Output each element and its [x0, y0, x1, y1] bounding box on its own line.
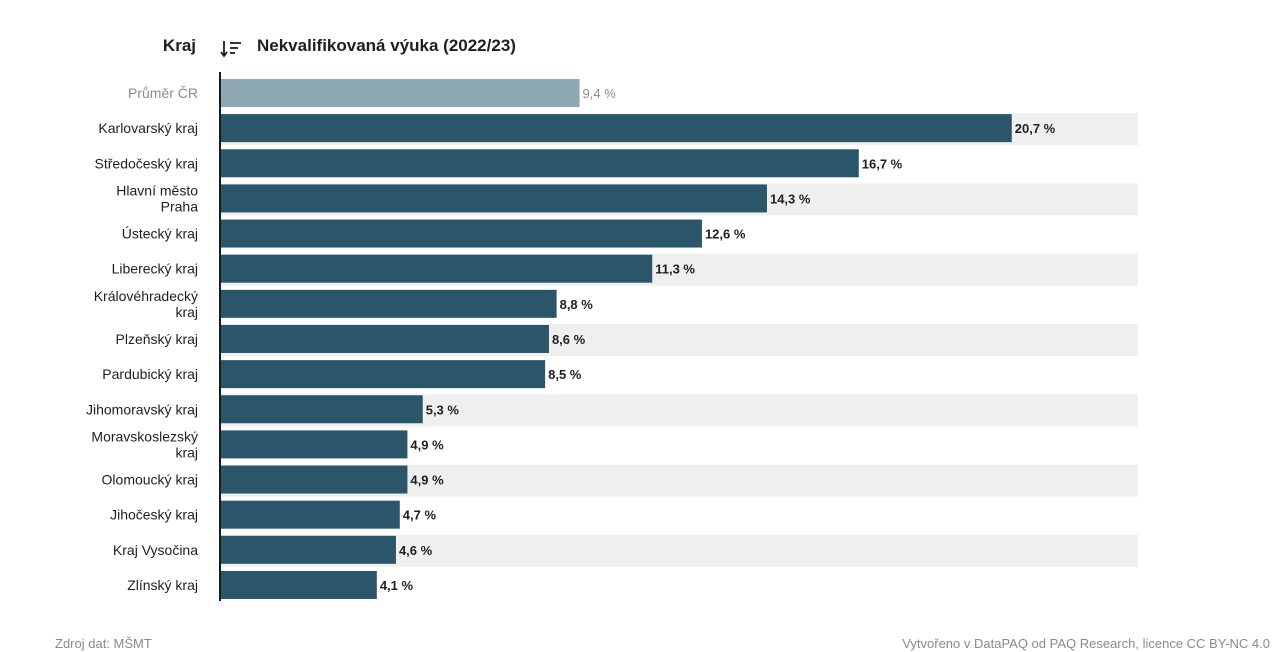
bar[interactable]: [220, 500, 400, 529]
category-label: Plzeňský kraj: [116, 331, 198, 347]
category-label: Ústecký kraj: [122, 226, 198, 242]
category-label: Královéhradecký kraj: [94, 288, 198, 320]
data-source-note: Zdroj dat: MŠMT: [55, 636, 152, 651]
category-label: Jihomoravský kraj: [86, 401, 198, 417]
bar[interactable]: [220, 219, 702, 248]
value-label: 8,5 %: [548, 367, 582, 382]
bar[interactable]: [220, 149, 859, 178]
value-label: 8,6 %: [552, 332, 586, 347]
value-label: 4,6 %: [399, 543, 433, 558]
value-label: 4,9 %: [410, 437, 444, 452]
bar[interactable]: [220, 570, 377, 599]
value-label: 5,3 %: [426, 402, 460, 417]
metric-title: Nekvalifikovaná výuka (2022/23): [257, 36, 516, 55]
category-label: Pardubický kraj: [102, 366, 198, 382]
bar-average[interactable]: [220, 79, 580, 107]
value-label: 20,7 %: [1015, 121, 1056, 136]
bar[interactable]: [220, 254, 653, 283]
bar[interactable]: [220, 465, 408, 494]
category-label: Hlavní město Praha: [116, 182, 198, 214]
category-label: Karlovarský kraj: [98, 120, 198, 136]
category-label: Liberecký kraj: [112, 261, 198, 277]
value-label: 9,4 %: [583, 86, 617, 101]
category-label: Moravskoslezský kraj: [91, 428, 198, 460]
bar[interactable]: [220, 324, 549, 353]
bar[interactable]: [220, 535, 396, 564]
value-label: 16,7 %: [862, 156, 903, 171]
value-label: 14,3 %: [770, 191, 811, 206]
category-label: Průměr ČR: [128, 85, 198, 101]
value-label: 4,9 %: [410, 473, 444, 488]
bar[interactable]: [220, 395, 423, 424]
credit-note[interactable]: Vytvořeno v DataPAQ od PAQ Research, lic…: [902, 636, 1270, 651]
sort-descending-icon[interactable]: [220, 40, 242, 58]
category-label: Jihočeský kraj: [110, 507, 198, 523]
category-label: Zlínský kraj: [127, 577, 198, 593]
bar[interactable]: [220, 114, 1012, 143]
category-label: Středočeský kraj: [95, 155, 198, 171]
value-label: 8,8 %: [560, 297, 594, 312]
bar[interactable]: [220, 289, 557, 318]
category-label: Kraj Vysočina: [113, 542, 198, 558]
value-label: 4,1 %: [380, 578, 414, 593]
value-label: 11,3 %: [655, 262, 695, 277]
category-column-header: Kraj: [162, 36, 196, 55]
bar[interactable]: [220, 360, 546, 389]
value-label: 12,6 %: [705, 227, 746, 242]
category-label: Olomoucký kraj: [102, 472, 198, 488]
bar[interactable]: [220, 184, 767, 213]
bar[interactable]: [220, 430, 408, 459]
value-label: 4,7 %: [403, 508, 437, 523]
